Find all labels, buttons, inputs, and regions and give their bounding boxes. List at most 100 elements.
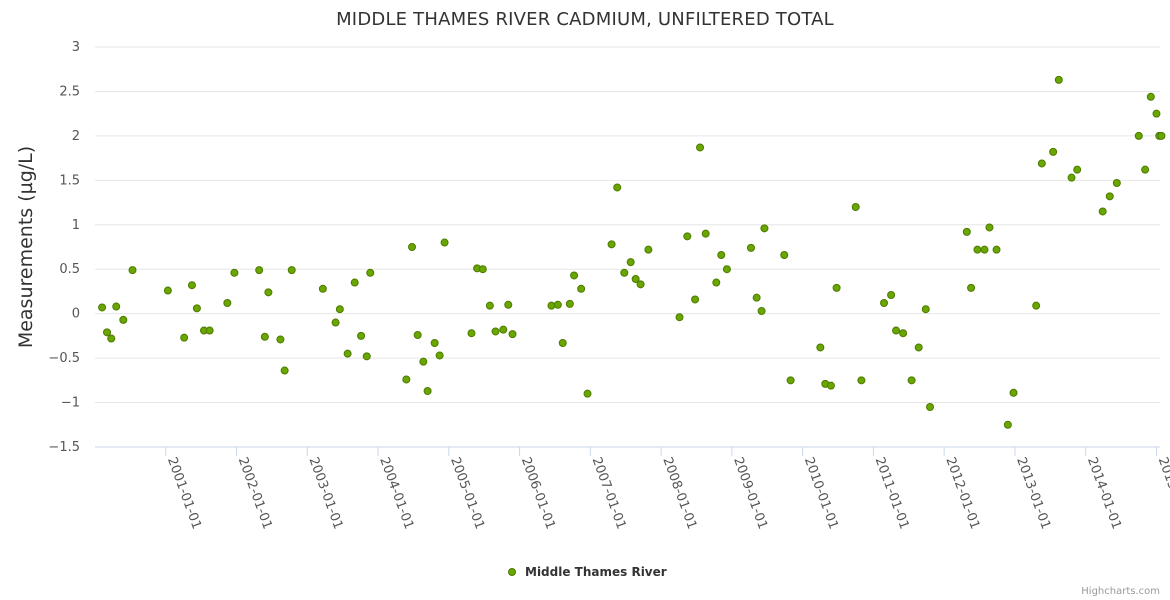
data-point[interactable] (992, 245, 1001, 254)
data-point[interactable] (499, 325, 508, 334)
legend-label[interactable]: Middle Thames River (525, 565, 667, 579)
data-point[interactable] (1134, 131, 1143, 140)
data-point[interactable] (547, 301, 556, 310)
data-point[interactable] (570, 271, 579, 280)
data-point[interactable] (752, 293, 761, 302)
data-point[interactable] (1067, 173, 1076, 182)
data-point[interactable] (350, 278, 359, 287)
data-point[interactable] (504, 300, 513, 309)
data-point[interactable] (626, 258, 635, 267)
data-point[interactable] (413, 331, 422, 339)
data-point[interactable] (786, 376, 795, 385)
data-point[interactable] (1157, 131, 1166, 140)
data-point[interactable] (362, 352, 371, 361)
data-point[interactable] (683, 232, 692, 241)
data-point[interactable] (832, 283, 841, 292)
data-point[interactable] (276, 335, 285, 344)
data-point[interactable] (701, 229, 710, 238)
data-point[interactable] (435, 351, 444, 360)
data-point[interactable] (223, 299, 232, 307)
data-point[interactable] (287, 266, 296, 275)
data-point[interactable] (180, 333, 189, 342)
data-point[interactable] (577, 284, 586, 293)
data-point[interactable] (255, 266, 264, 275)
data-point[interactable] (851, 203, 860, 211)
data-point[interactable] (119, 315, 128, 324)
data-point[interactable] (644, 245, 653, 254)
data-point[interactable] (973, 245, 982, 254)
data-point[interactable] (366, 268, 375, 277)
data-point[interactable] (264, 288, 273, 297)
data-point[interactable] (1152, 109, 1161, 118)
data-point[interactable] (408, 243, 417, 251)
data-point[interactable] (1105, 192, 1114, 201)
data-point[interactable] (1009, 388, 1018, 397)
data-point[interactable] (816, 343, 825, 352)
data-point[interactable] (402, 375, 411, 384)
data-point[interactable] (1141, 165, 1150, 174)
data-point[interactable] (967, 283, 976, 292)
data-point[interactable] (696, 143, 705, 152)
data-point[interactable] (962, 227, 971, 236)
credits-link[interactable]: Highcharts.com (1081, 586, 1160, 597)
data-point[interactable] (985, 223, 994, 232)
data-point[interactable] (926, 403, 935, 411)
data-point[interactable] (565, 299, 574, 308)
data-point[interactable] (331, 318, 340, 327)
data-point[interactable] (583, 389, 592, 398)
data-point[interactable] (1112, 179, 1121, 187)
data-point[interactable] (440, 238, 449, 247)
data-point[interactable] (187, 281, 196, 290)
data-point[interactable] (205, 326, 214, 335)
data-point[interactable] (419, 357, 428, 366)
data-point[interactable] (1003, 420, 1012, 429)
data-point[interactable] (335, 305, 344, 314)
data-point[interactable] (1049, 147, 1058, 156)
data-point[interactable] (103, 328, 112, 337)
data-point[interactable] (1073, 165, 1082, 174)
data-point[interactable] (478, 265, 487, 274)
data-point[interactable] (760, 224, 769, 233)
data-point[interactable] (613, 183, 622, 192)
data-point[interactable] (430, 339, 439, 347)
data-point[interactable] (921, 305, 930, 314)
data-point[interactable] (899, 329, 908, 338)
data-point[interactable] (757, 307, 766, 315)
data-point[interactable] (892, 326, 901, 335)
data-point[interactable] (423, 387, 432, 395)
data-point[interactable] (1037, 159, 1046, 168)
data-point[interactable] (1098, 207, 1107, 216)
data-point[interactable] (675, 313, 684, 322)
data-point[interactable] (780, 251, 789, 259)
data-point[interactable] (914, 343, 923, 352)
data-point[interactable] (192, 304, 201, 313)
data-point[interactable] (112, 302, 121, 311)
data-point[interactable] (553, 300, 562, 309)
data-point[interactable] (1054, 75, 1063, 84)
data-point[interactable] (857, 376, 866, 385)
data-point[interactable] (636, 280, 645, 289)
data-point[interactable] (230, 268, 239, 277)
data-point[interactable] (508, 330, 517, 339)
data-point[interactable] (485, 301, 494, 310)
data-point[interactable] (980, 245, 989, 254)
data-point[interactable] (712, 278, 721, 287)
data-point[interactable] (826, 381, 835, 390)
data-point[interactable] (98, 303, 107, 312)
data-point[interactable] (607, 240, 616, 249)
data-point[interactable] (717, 251, 726, 259)
data-point[interactable] (1032, 301, 1041, 310)
data-point[interactable] (907, 376, 916, 385)
data-point[interactable] (620, 268, 629, 277)
data-point[interactable] (107, 334, 116, 343)
data-point[interactable] (467, 329, 476, 338)
data-point[interactable] (343, 349, 352, 358)
data-point[interactable] (691, 295, 700, 304)
data-point[interactable] (318, 284, 327, 293)
data-point[interactable] (631, 275, 640, 283)
data-point[interactable] (280, 366, 289, 375)
data-point[interactable] (260, 332, 269, 341)
data-point[interactable] (746, 243, 755, 252)
data-point[interactable] (880, 299, 889, 307)
legend-item[interactable]: Middle Thames River (508, 565, 667, 579)
